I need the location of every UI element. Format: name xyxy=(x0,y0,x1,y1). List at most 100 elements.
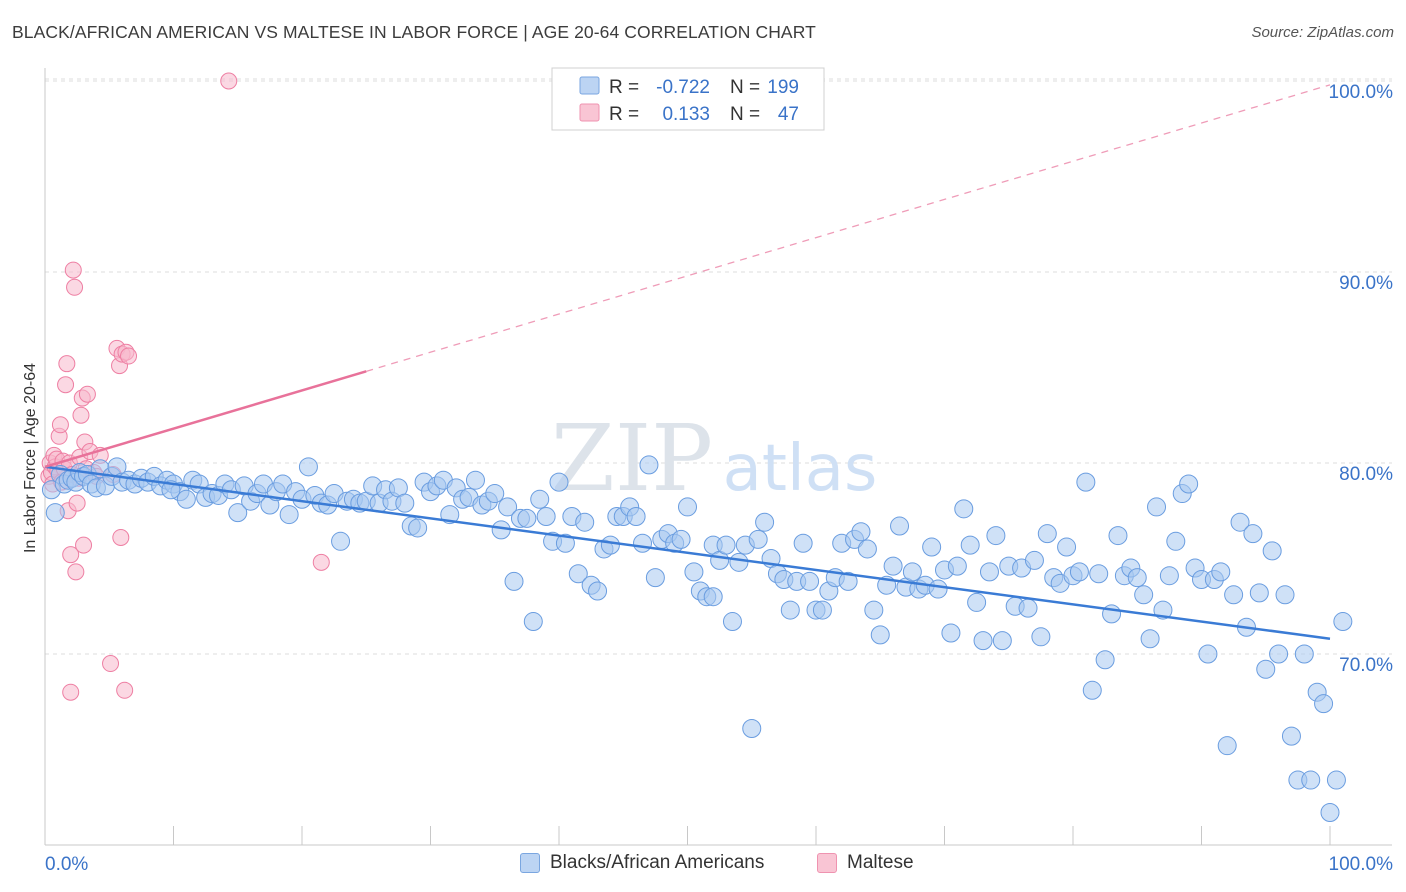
maltese-point xyxy=(112,528,130,546)
black-point xyxy=(992,631,1012,651)
y-tick-label: 80.0% xyxy=(1339,464,1393,485)
maltese-point xyxy=(312,553,330,571)
y-axis-label: In Labor Force | Age 20-64 xyxy=(22,363,39,553)
black-point xyxy=(1076,472,1096,492)
black-point xyxy=(45,503,65,523)
black-point xyxy=(973,631,993,651)
chart-source: Source: ZipAtlas.com xyxy=(1251,24,1394,41)
black-point xyxy=(678,497,697,517)
chart-title: BLACK/AFRICAN AMERICAN VS MALTESE IN LAB… xyxy=(12,22,816,42)
black-point xyxy=(954,499,974,519)
maltese-point xyxy=(67,563,85,581)
stats-n-value-1: 199 xyxy=(767,77,799,98)
black-point xyxy=(485,484,505,504)
black-point xyxy=(729,552,749,572)
black-point xyxy=(1127,568,1147,588)
maltese-point xyxy=(58,355,76,373)
axes xyxy=(44,68,1392,846)
maltese-point xyxy=(66,278,84,296)
y-tick-labels: 70.0% 80.0% 90.0% 100.0% xyxy=(1329,82,1394,676)
black-point xyxy=(979,562,999,582)
maltese-points xyxy=(40,72,330,701)
black-point xyxy=(1108,526,1128,546)
black-point xyxy=(1166,531,1186,551)
black-point xyxy=(1249,583,1269,603)
maltese-point xyxy=(64,261,82,279)
trend-lines xyxy=(44,84,1331,640)
black-point xyxy=(575,512,595,532)
maltese-point xyxy=(120,347,138,365)
black-point xyxy=(504,571,524,591)
stats-legend-pink-swatch xyxy=(579,103,600,122)
stats-n-value-2: 47 xyxy=(778,104,799,125)
black-point xyxy=(986,526,1006,546)
black-point xyxy=(228,503,248,523)
y-tick-label: 70.0% xyxy=(1339,655,1393,676)
maltese-point xyxy=(57,376,75,394)
black-point xyxy=(671,529,691,549)
black-point xyxy=(1269,644,1289,664)
black-point xyxy=(1314,694,1334,714)
black-point xyxy=(536,506,556,526)
black-point xyxy=(1140,629,1160,649)
black-point xyxy=(645,568,665,588)
black-point xyxy=(883,556,903,576)
stats-r-label-2: R = xyxy=(609,104,639,125)
maltese-trend-extension xyxy=(366,84,1331,372)
black-point xyxy=(1037,524,1057,544)
black-point xyxy=(812,600,832,620)
black-point xyxy=(1198,644,1218,664)
black-point xyxy=(1281,726,1301,746)
black-point xyxy=(742,718,762,738)
maltese-point xyxy=(116,681,134,699)
black-point xyxy=(922,537,942,557)
black-point xyxy=(928,579,948,599)
black-point xyxy=(864,600,884,620)
legend-label-blacks: Blacks/African Americans xyxy=(550,852,765,873)
black-point xyxy=(395,493,415,513)
stats-r-label-1: R = xyxy=(609,77,639,98)
black-point xyxy=(1018,598,1038,618)
legend-swatch-blue xyxy=(520,853,540,873)
black-point xyxy=(1294,644,1314,664)
maltese-point xyxy=(102,655,120,673)
black-point xyxy=(1301,770,1321,790)
black-point xyxy=(716,535,736,555)
watermark-atlas: atlas xyxy=(723,432,878,506)
black-point xyxy=(857,539,877,559)
black-point xyxy=(902,562,922,582)
black-point xyxy=(176,489,196,509)
stats-r-value-1: -0.722 xyxy=(656,77,710,98)
black-point xyxy=(498,497,518,517)
black-point xyxy=(1159,566,1179,586)
black-point xyxy=(780,600,800,620)
y-tick-label: 90.0% xyxy=(1339,273,1393,294)
black-point xyxy=(890,516,910,536)
black-point xyxy=(703,587,723,607)
black-point xyxy=(331,531,351,551)
black-point xyxy=(870,625,890,645)
black-point xyxy=(1095,650,1115,670)
stats-legend: R = -0.722 N = 199 R = 0.133 N = 47 xyxy=(551,67,825,131)
black-point xyxy=(588,581,608,601)
stats-n-label-2: N = xyxy=(730,104,760,125)
black-point xyxy=(960,535,980,555)
maltese-point xyxy=(62,683,80,701)
black-point xyxy=(1230,512,1250,532)
maltese-point xyxy=(68,494,86,512)
black-point xyxy=(530,489,550,509)
maltese-point xyxy=(78,385,96,403)
stats-n-label-1: N = xyxy=(730,77,760,98)
black-point xyxy=(600,535,620,555)
black-point xyxy=(1147,497,1167,517)
black-point xyxy=(967,592,987,612)
black-point xyxy=(684,562,704,582)
black-point xyxy=(279,505,299,525)
x-tick-labels: 0.0% 100.0% xyxy=(45,854,1393,875)
black-point xyxy=(793,533,813,553)
watermark-zip: ZIP xyxy=(551,405,713,512)
black-point xyxy=(1082,680,1102,700)
black-point xyxy=(1262,541,1282,561)
black-point xyxy=(1211,562,1231,582)
